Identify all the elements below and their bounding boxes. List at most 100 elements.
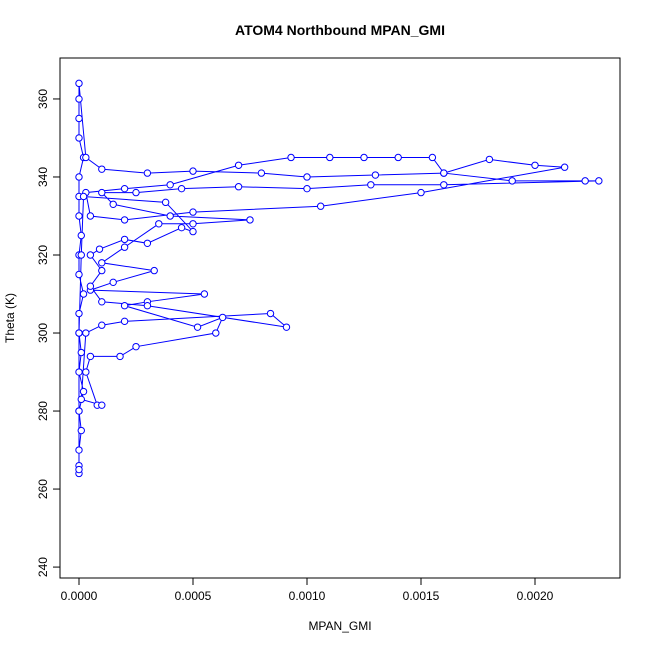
data-point <box>120 184 129 193</box>
data-point <box>234 161 243 169</box>
data-point <box>77 395 85 404</box>
data-point <box>75 270 83 279</box>
data-point <box>86 212 95 220</box>
data-point <box>531 161 539 169</box>
data-point <box>360 153 368 162</box>
data-point <box>212 329 220 337</box>
data-point <box>485 155 494 164</box>
data-point <box>218 313 227 322</box>
data-point <box>417 188 425 197</box>
data-point <box>79 387 88 396</box>
data-point <box>257 169 266 177</box>
data-point <box>116 352 124 361</box>
data-point <box>77 251 85 259</box>
data-point <box>86 251 95 259</box>
data-point <box>75 79 83 88</box>
x-tick-label: 0.0015 <box>403 589 440 603</box>
data-point <box>316 202 325 210</box>
x-tick-label: 0.0020 <box>517 589 554 603</box>
data-point <box>98 321 106 329</box>
data-point <box>98 266 106 275</box>
data-point <box>166 212 174 220</box>
y-tick-label: 340 <box>36 167 50 187</box>
data-point <box>120 216 129 224</box>
data-point <box>109 278 117 287</box>
data-point <box>177 223 186 232</box>
y-tick-label: 260 <box>36 479 50 499</box>
data-point <box>193 323 202 331</box>
data-point <box>150 266 158 275</box>
x-tick-label: 0.0010 <box>289 589 326 603</box>
data-point <box>82 368 90 376</box>
data-point <box>440 181 448 189</box>
chart-title: ATOM4 Northbound MPAN_GMI <box>235 22 445 38</box>
y-tick-label: 300 <box>36 323 50 343</box>
data-point <box>177 184 186 193</box>
data-point <box>75 407 83 415</box>
data-point <box>189 167 197 175</box>
data-point <box>120 235 129 244</box>
data-point <box>75 368 83 376</box>
data-point <box>75 465 83 474</box>
data-point <box>95 245 104 253</box>
y-axis-label: Theta (K) <box>3 293 17 343</box>
data-point <box>98 259 106 267</box>
data-point <box>86 352 95 361</box>
data-point <box>132 342 140 351</box>
data-point <box>508 177 516 185</box>
data-point <box>86 282 95 290</box>
data-point <box>161 198 170 207</box>
data-point <box>98 188 106 197</box>
data-point <box>77 348 85 357</box>
data-point <box>367 181 375 189</box>
data-point <box>428 153 437 162</box>
data-point <box>82 329 90 337</box>
data-point <box>98 165 106 173</box>
data-point <box>246 216 254 224</box>
data-point <box>326 153 334 162</box>
data-point <box>266 309 275 318</box>
plot-frame <box>59 57 621 579</box>
data-point <box>234 183 243 191</box>
data-point <box>109 200 117 208</box>
y-tick-label: 360 <box>36 89 50 109</box>
x-tick-label: 0.0005 <box>175 589 212 603</box>
data-point <box>560 163 569 171</box>
data-point <box>595 177 603 185</box>
data-point <box>82 153 90 162</box>
data-point <box>155 220 163 228</box>
data-point <box>371 171 380 179</box>
data-point <box>75 114 83 123</box>
data-point <box>120 317 129 326</box>
data-point <box>143 239 152 247</box>
data-point <box>75 309 83 318</box>
data-point <box>132 188 140 197</box>
data-point <box>75 329 83 337</box>
data-point <box>120 302 129 310</box>
data-point <box>79 290 88 298</box>
data-point <box>440 169 448 177</box>
data-point <box>189 227 197 236</box>
data-point <box>394 153 402 162</box>
data-point <box>143 169 152 177</box>
data-point <box>282 323 291 331</box>
data-point <box>75 446 83 454</box>
y-tick-label: 320 <box>36 245 50 265</box>
data-point <box>143 302 152 310</box>
data-point <box>75 95 83 103</box>
data-point <box>77 231 85 240</box>
data-point <box>77 426 85 435</box>
data-point <box>189 220 197 228</box>
data-point <box>581 177 589 185</box>
data-point <box>303 173 311 181</box>
data-point <box>200 290 209 298</box>
data-point <box>75 173 83 181</box>
data-point <box>303 184 311 193</box>
data-point <box>98 298 106 306</box>
data-point <box>166 181 174 189</box>
data-point <box>287 153 295 162</box>
data-point <box>189 208 197 216</box>
data-point <box>79 192 88 201</box>
x-axis-label: MPAN_GMI <box>308 619 371 633</box>
